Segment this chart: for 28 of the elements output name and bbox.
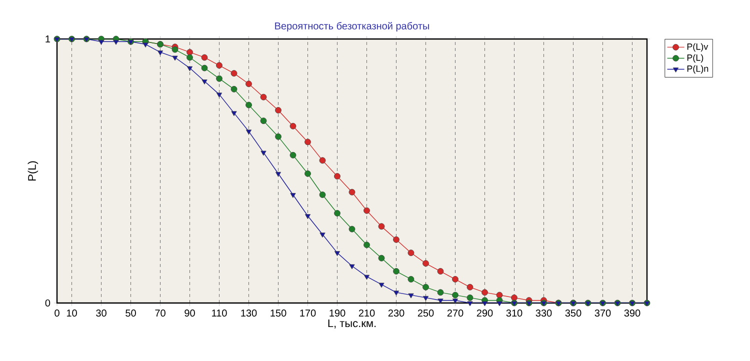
chart-title: Вероятность безотказной работы	[275, 22, 429, 32]
x-tick-label: 90	[184, 310, 195, 317]
x-tick-label: 270	[447, 310, 464, 317]
x-tick-label: 370	[594, 310, 611, 317]
x-tick-label: 110	[212, 310, 227, 317]
x-tick-label: 0	[54, 310, 60, 317]
x-tick-label: 70	[155, 310, 166, 317]
x-tick-label: 310	[506, 310, 522, 317]
x-tick-label: 130	[241, 310, 257, 317]
y-axis-title: P(L)	[28, 161, 38, 180]
y-tick-label: 1	[46, 36, 50, 42]
x-tick-label: 390	[624, 310, 640, 317]
x-tick-label: 290	[476, 310, 493, 317]
x-tick-label: 170	[300, 310, 316, 317]
legend-label: P(L)n	[687, 65, 708, 74]
x-tick-label: 350	[565, 310, 582, 317]
x-tick-label: 250	[418, 310, 434, 317]
legend-label: P(L)v	[687, 43, 708, 52]
x-tick-label: 190	[330, 310, 346, 317]
x-tick-label: 210	[358, 310, 375, 317]
x-tick-label: 330	[536, 310, 552, 317]
x-tick-label: 230	[388, 310, 404, 317]
x-axis-title: L, тыс.км.	[328, 319, 376, 328]
legend-label: P(L)	[687, 54, 704, 63]
x-tick-label: 50	[126, 310, 136, 317]
x-tick-label: 150	[270, 310, 286, 317]
x-tick-label: 10	[66, 310, 77, 317]
x-tick-label: 30	[96, 310, 106, 317]
